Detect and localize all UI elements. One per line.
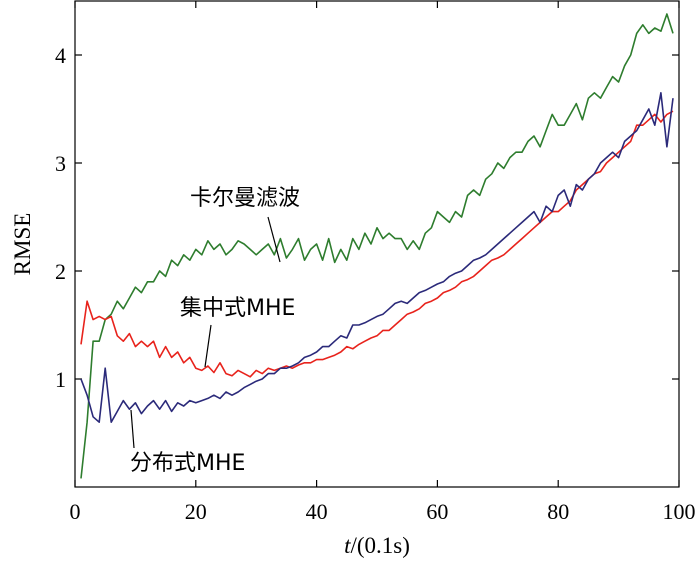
x-tick-label: 40 <box>306 499 328 524</box>
annotation-label-2: 分布式MHE <box>130 451 245 476</box>
annotation-label-1: 集中式MHE <box>180 296 295 321</box>
annotation-label-0: 卡尔曼滤波 <box>190 186 300 211</box>
series-line-0 <box>80 13 674 479</box>
y-axis-label: RMSE <box>10 213 35 276</box>
y-tick-label: 1 <box>55 367 66 392</box>
x-tick-label: 100 <box>663 499 696 524</box>
series-group <box>80 13 674 479</box>
y-tick-label: 3 <box>55 151 66 176</box>
x-axis-label-unit: /(0.1s) <box>350 533 409 558</box>
x-tick-label: 0 <box>70 499 81 524</box>
x-axis-label: t/(0.1s) <box>344 533 410 558</box>
series-line-1 <box>80 110 674 378</box>
y-tick-label: 4 <box>55 43 66 68</box>
x-tick-label: 20 <box>185 499 207 524</box>
x-tick-label: 80 <box>547 499 569 524</box>
axis-ticks: 0 20 40 60 80 100 1 2 3 4 <box>55 1 696 524</box>
annotation-leader-2 <box>130 409 135 449</box>
plot-frame <box>74 0 680 488</box>
annotation-leader-0 <box>267 216 281 263</box>
y-tick-label: 2 <box>55 259 66 284</box>
x-tick-label: 60 <box>426 499 448 524</box>
series-line-2 <box>80 92 674 423</box>
x-axis-label-italic: t <box>344 533 351 558</box>
annotation-leader-1 <box>204 324 212 368</box>
